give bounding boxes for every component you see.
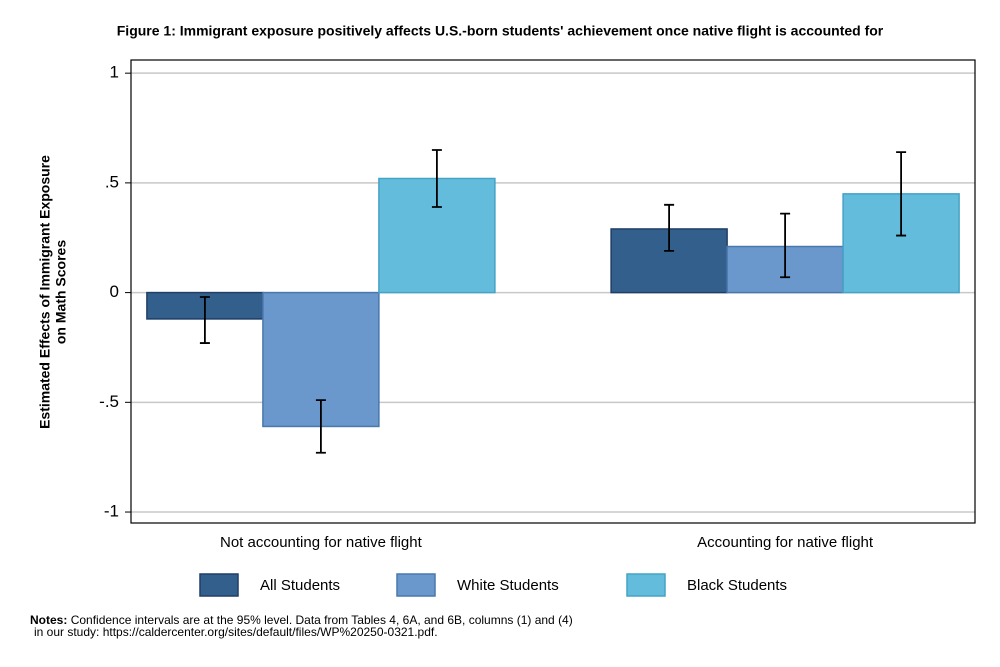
y-tick-label: -1: [104, 502, 119, 521]
legend-label: Black Students: [687, 577, 787, 594]
notes-label: Notes:: [30, 613, 67, 627]
y-tick-label: 0: [110, 282, 119, 301]
error-bar: [664, 203, 675, 252]
error-bar: [431, 149, 442, 208]
y-axis-label: on Math Scores: [53, 240, 69, 344]
error-bar: [315, 399, 326, 454]
y-axis-label: Estimated Effects of Immigrant Exposure: [37, 155, 53, 429]
x-tick-label: Accounting for native flight: [697, 534, 874, 551]
legend-swatch: [396, 573, 436, 597]
y-tick-label: -.5: [99, 392, 119, 411]
error-bar: [780, 212, 791, 279]
legend-label: White Students: [457, 577, 559, 594]
legend-swatch: [199, 573, 239, 597]
y-tick-label: .5: [105, 172, 119, 191]
legend-swatch: [626, 573, 666, 597]
notes-text: Confidence intervals are at the 95% leve…: [71, 613, 573, 627]
legend-label: All Students: [260, 577, 340, 594]
error-bar: [896, 151, 907, 237]
plot-frame: [130, 59, 976, 524]
y-tick-label: 1: [110, 63, 119, 82]
notes: Notes: Confidence intervals are at the 9…: [30, 613, 573, 627]
chart-title: Figure 1: Immigrant exposure positively …: [117, 23, 884, 39]
error-bar: [199, 296, 210, 344]
x-tick-label: Not accounting for native flight: [220, 534, 423, 551]
notes-text: in our study: https://caldercenter.org/s…: [34, 625, 438, 639]
